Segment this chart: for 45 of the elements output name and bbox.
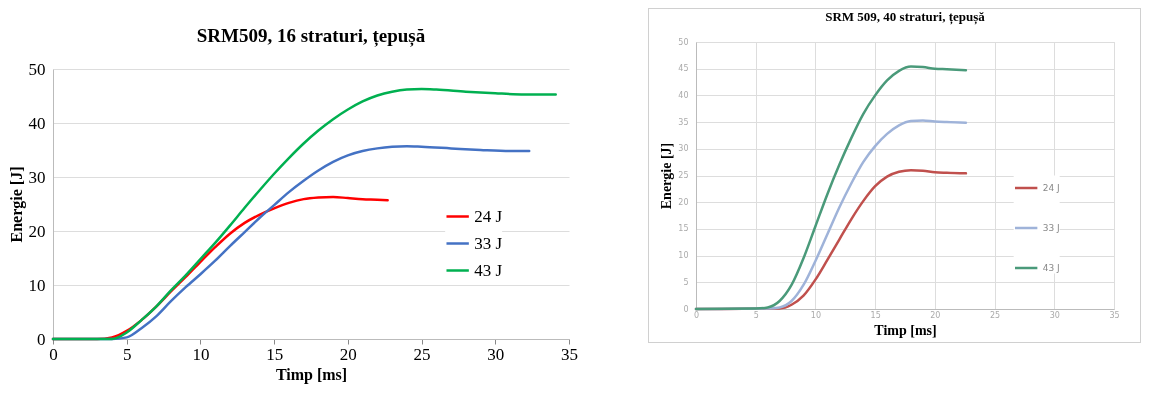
y-tick-label: 40 [678,90,689,100]
x-tick-label: 20 [930,310,941,320]
legend-label: 33 J [474,233,503,253]
y-tick-label: 45 [678,64,689,74]
line-series [694,65,968,311]
y-tick-label: 10 [28,275,46,295]
x-tick-label: 5 [122,344,132,364]
legend-label: 24 J [1042,183,1060,193]
x-tick-label: 30 [487,344,505,364]
x-tick-label: 35 [561,344,578,364]
y-tick-label: 20 [678,197,689,207]
y-tick-label: 30 [678,144,689,154]
y-tick-label: 15 [678,224,689,234]
x-tick-label: 0 [693,310,700,320]
x-tick-label: 10 [810,310,822,320]
chart-title: SRM 509, 40 straturi, țepușă [825,9,986,25]
x-tick-label: 15 [266,344,284,364]
x-tick-label: 20 [339,344,357,364]
y-tick-label: 40 [28,113,46,133]
x-tick-label: 30 [1049,310,1060,320]
y-tick-label: 20 [28,221,46,241]
x-axis-title: Timp [ms] [275,365,348,384]
x-tick-label: 35 [1109,310,1120,320]
y-tick-label: 25 [678,171,689,180]
y-tick-label: 10 [678,251,689,261]
legend-label: 33 J [1042,223,1060,233]
legend-label: 24 J [474,206,503,226]
y-axis-title: Energie [J] [659,142,675,210]
x-tick-label: 10 [192,344,210,364]
y-tick-label: 30 [28,167,46,187]
y-tick-label: 0 [37,329,46,349]
line-series [51,87,557,341]
y-tick-label: 35 [678,117,689,127]
legend-label: 43 J [1042,263,1060,273]
y-tick-label: 5 [683,277,689,287]
legend-label: 43 J [474,260,503,280]
x-tick-label: 5 [753,310,759,320]
y-axis-title: Energie [J] [7,166,26,243]
x-tick-label: 15 [870,310,881,320]
x-tick-label: 25 [989,310,1001,320]
y-tick-label: 50 [678,37,689,47]
x-tick-label: 25 [413,344,431,364]
chart-title: SRM509, 16 straturi, țepușă [196,25,426,47]
x-axis-title: Timp [ms] [874,322,937,338]
y-tick-label: 50 [28,59,46,79]
